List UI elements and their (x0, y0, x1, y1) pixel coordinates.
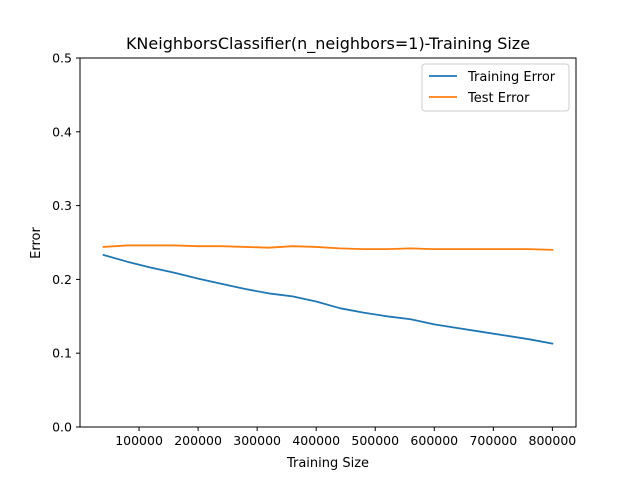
y-tick-label: 0.2 (52, 272, 72, 287)
x-tick-label: 800000 (529, 433, 577, 448)
y-tick-label: 0.3 (52, 198, 72, 213)
legend: Training Error Test Error (421, 63, 570, 112)
legend-label-training-error: Training Error (467, 70, 556, 85)
x-tick-label: 400000 (292, 433, 340, 448)
x-tick-label: 700000 (469, 433, 517, 448)
y-tick-label: 0.4 (52, 124, 72, 139)
x-axis-ticks: 100000 200000 300000 400000 500000 600000 7000… (115, 427, 576, 448)
series-line-test-error (102, 244, 554, 251)
x-tick-label: 500000 (351, 433, 399, 448)
y-tick-label: 0.5 (52, 51, 72, 66)
legend-box (421, 63, 570, 112)
y-tick-label: 0.0 (52, 420, 72, 435)
chart-title: KNeighborsClassifier(n_neighbors=1)-Trai… (126, 34, 530, 54)
series-line-training-error (102, 253, 554, 345)
y-tick-label: 0.1 (52, 346, 72, 361)
x-tick-label: 100000 (115, 433, 163, 448)
x-axis-label: Training Size (286, 456, 369, 471)
x-tick-label: 200000 (174, 433, 222, 448)
x-tick-label: 300000 (233, 433, 281, 448)
y-axis-label: Error (29, 227, 44, 259)
x-tick-label: 600000 (410, 433, 458, 448)
y-axis-ticks: 0.0 0.1 0.2 0.3 0.4 0.5 (52, 51, 80, 435)
series-layer (102, 244, 554, 345)
plot-area-frame (79, 57, 577, 428)
legend-label-test-error: Test Error (467, 91, 530, 106)
